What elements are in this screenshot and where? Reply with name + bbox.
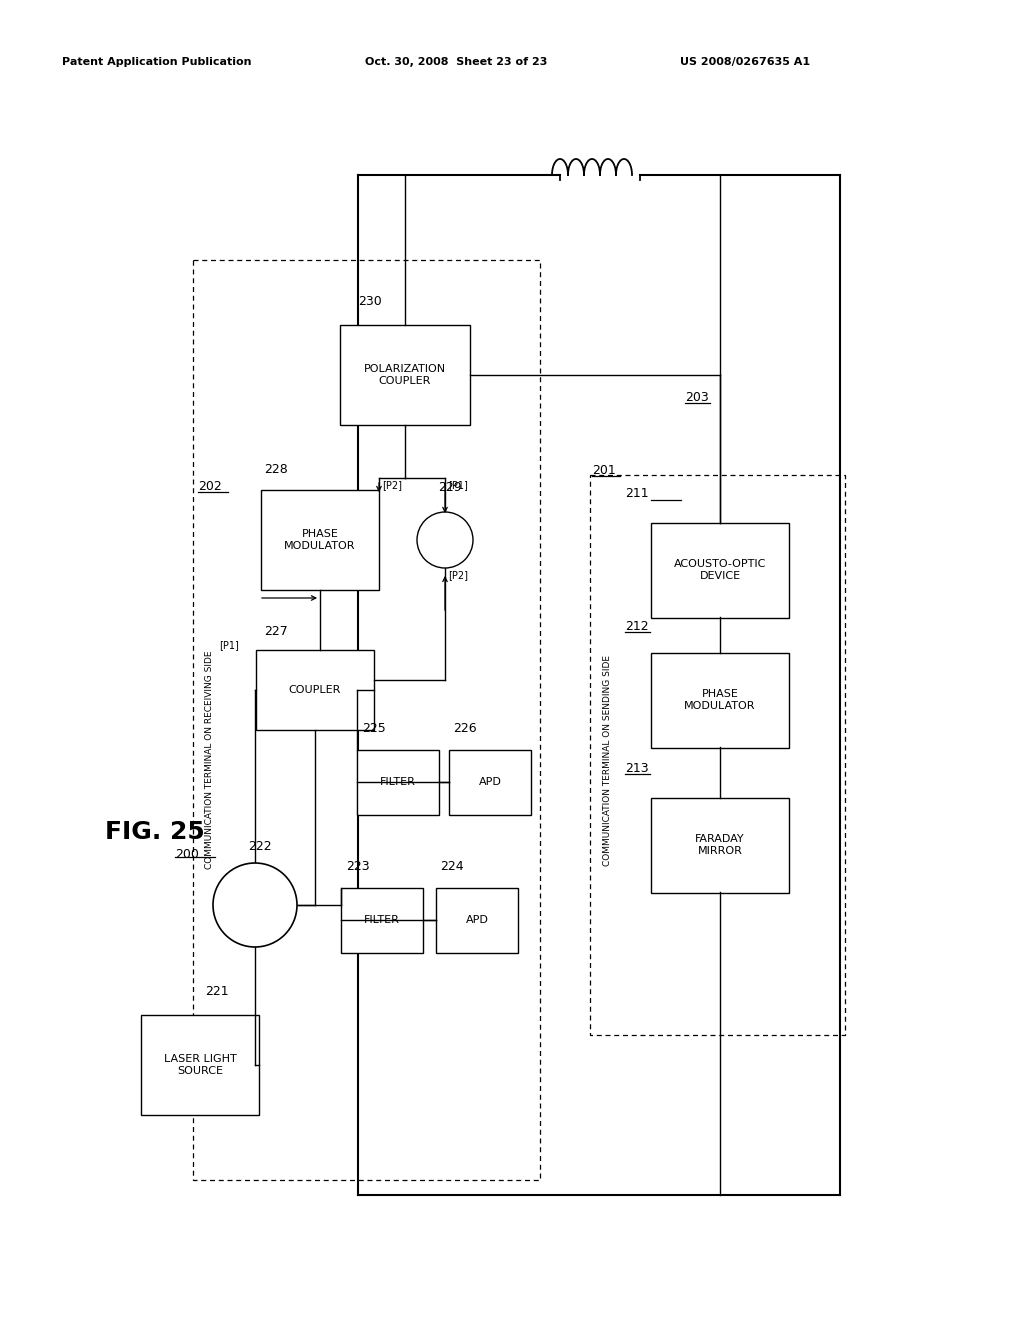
Text: US 2008/0267635 A1: US 2008/0267635 A1 (680, 57, 810, 67)
Circle shape (417, 512, 473, 568)
Text: 202: 202 (198, 480, 222, 492)
Bar (261, 490, 379, 590)
Text: COUPLER: COUPLER (289, 685, 341, 696)
Text: 227: 227 (264, 624, 288, 638)
Text: COMMUNICATION TERMINAL ON SENDING SIDE: COMMUNICATION TERMINAL ON SENDING SIDE (602, 655, 611, 866)
Bar (651, 523, 790, 618)
Text: 211: 211 (625, 487, 648, 500)
Bar (341, 887, 423, 953)
Text: [P1]: [P1] (449, 480, 468, 490)
Text: 225: 225 (362, 722, 386, 735)
Bar (256, 649, 374, 730)
Text: 200: 200 (175, 847, 199, 861)
Text: FILTER: FILTER (380, 777, 416, 787)
Text: ACOUSTO-OPTIC
DEVICE: ACOUSTO-OPTIC DEVICE (674, 560, 766, 581)
Text: Oct. 30, 2008  Sheet 23 of 23: Oct. 30, 2008 Sheet 23 of 23 (365, 57, 548, 67)
Text: FILTER: FILTER (365, 915, 400, 925)
Circle shape (213, 863, 297, 946)
Bar (436, 887, 518, 953)
Text: 230: 230 (358, 294, 382, 308)
Text: FIG. 25: FIG. 25 (105, 820, 205, 843)
Text: POLARIZATION
COUPLER: POLARIZATION COUPLER (364, 364, 446, 385)
Text: [P2]: [P2] (382, 480, 402, 490)
Text: 226: 226 (453, 722, 476, 735)
Text: 224: 224 (440, 861, 464, 873)
Text: 229: 229 (438, 480, 462, 494)
Bar (651, 652, 790, 747)
Text: APD: APD (478, 777, 502, 787)
Text: APD: APD (466, 915, 488, 925)
Bar (449, 750, 531, 814)
Text: Patent Application Publication: Patent Application Publication (62, 57, 252, 67)
Bar (340, 325, 470, 425)
Text: 213: 213 (625, 762, 648, 775)
Text: COMMUNICATION TERMINAL ON RECEIVING SIDE: COMMUNICATION TERMINAL ON RECEIVING SIDE (206, 651, 214, 870)
Text: LASER LIGHT
SOURCE: LASER LIGHT SOURCE (164, 1055, 237, 1076)
Bar (357, 750, 439, 814)
Text: PHASE
MODULATOR: PHASE MODULATOR (684, 689, 756, 710)
Text: 221: 221 (205, 985, 228, 998)
Text: 212: 212 (625, 620, 648, 634)
Text: 228: 228 (264, 463, 288, 477)
Bar (651, 797, 790, 892)
Text: 203: 203 (685, 391, 709, 404)
Text: 201: 201 (592, 465, 615, 477)
Text: [P2]: [P2] (449, 570, 468, 579)
Bar (141, 1015, 259, 1115)
Text: [P1]: [P1] (219, 640, 239, 649)
Text: 223: 223 (346, 861, 370, 873)
Text: PHASE
MODULATOR: PHASE MODULATOR (285, 529, 355, 550)
Text: 222: 222 (248, 840, 271, 853)
Text: FARADAY
MIRROR: FARADAY MIRROR (695, 834, 744, 855)
